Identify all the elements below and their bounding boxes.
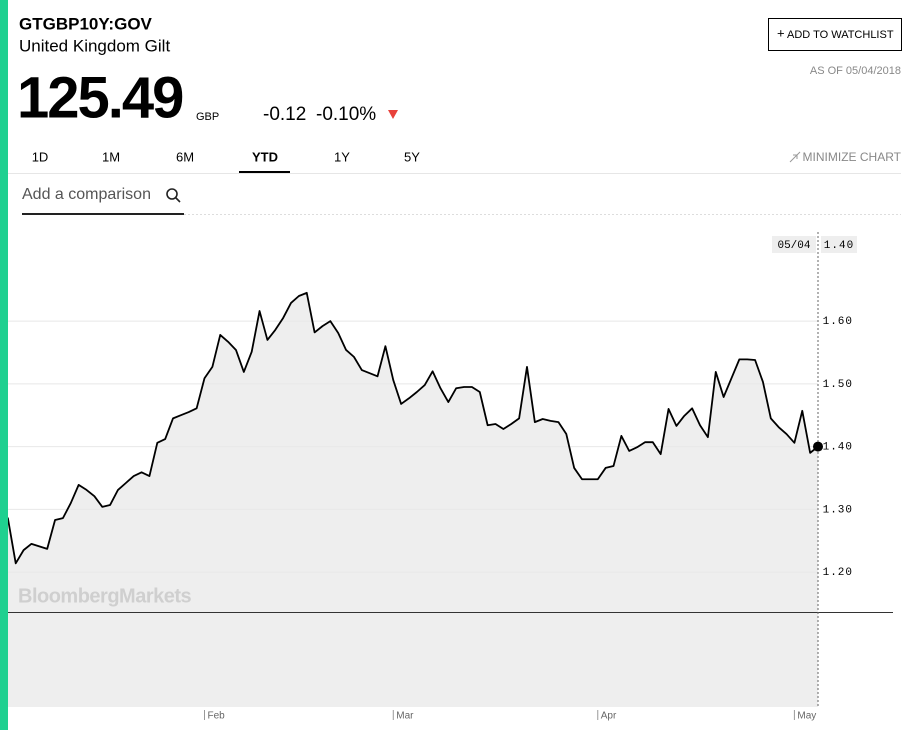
search-icon-handle	[175, 197, 181, 203]
x-tick-label: Apr	[601, 711, 617, 722]
x-tick-label: May	[797, 711, 816, 722]
tab[interactable]: 6M	[176, 149, 194, 164]
watermark: BloombergMarkets	[18, 585, 192, 607]
y-tick-label: 1.30	[823, 504, 853, 516]
y-tick-label: 1.60	[823, 316, 853, 328]
tab[interactable]: 5Y	[404, 149, 420, 164]
crosshair-value-box	[821, 236, 857, 253]
crosshair-date-box	[772, 236, 816, 253]
tab[interactable]: 1Y	[334, 149, 350, 164]
minimize-label[interactable]: MINIMIZE CHART	[803, 150, 902, 164]
comparison-input[interactable]: Add a comparison	[22, 186, 184, 215]
tabs: 1D 1M 6M YTD 1Y 5Y	[32, 149, 420, 173]
comparison-placeholder[interactable]: Add a comparison	[22, 186, 151, 203]
tab[interactable]: 1D	[32, 149, 49, 164]
crosshair-value: 1.40	[824, 240, 854, 252]
y-tick-label: 1.50	[823, 379, 853, 391]
change: -0.12	[263, 104, 306, 125]
x-tick-label: Feb	[208, 711, 226, 722]
price: 125.49	[17, 65, 183, 130]
last-point	[813, 441, 823, 452]
security-name: United Kingdom Gilt	[19, 36, 170, 55]
chart: 1.20 1.30 1.40 1.50 1.60 BloombergMarkets 05/0…	[0, 232, 893, 722]
accent-bar	[0, 0, 8, 730]
minimize-button[interactable]: MINIMIZE CHART	[789, 150, 902, 164]
minimize-icon	[789, 151, 801, 163]
tab[interactable]: 1M	[102, 149, 120, 164]
ticker: GTGBP10Y:GOV	[19, 14, 153, 33]
y-tick-label: 1.20	[823, 567, 853, 579]
button-border	[768, 18, 902, 51]
price-line	[0, 291, 819, 579]
down-arrow	[388, 110, 398, 119]
search-icon	[166, 188, 178, 200]
currency: GBP	[196, 111, 219, 123]
y-tick-label: 1.40	[823, 442, 853, 454]
as-of: AS OF 05/04/2018	[810, 65, 901, 77]
area-fill	[0, 292, 818, 707]
crosshair-date: 05/04	[777, 240, 810, 252]
tab[interactable]: YTD	[252, 149, 278, 164]
plus-icon: +	[777, 25, 785, 40]
watchlist-button[interactable]: + ADD TO WATCHLIST	[768, 18, 902, 51]
x-tick-label: Mar	[396, 711, 414, 722]
button-label[interactable]: ADD TO WATCHLIST	[787, 29, 894, 41]
change-percent: -0.10%	[316, 104, 376, 125]
